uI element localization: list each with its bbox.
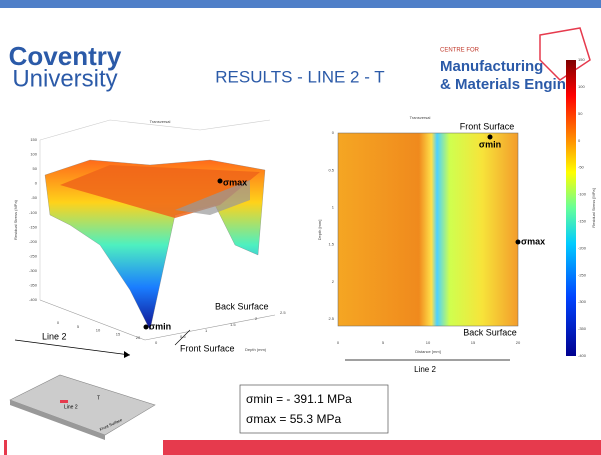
surface-line-label: Line 2 <box>42 331 67 341</box>
heatmap-y-tick: 0.5 <box>328 167 334 172</box>
surface-y-tick: -200 <box>29 239 38 244</box>
heatmap-x-tick: 0 <box>337 340 340 345</box>
heatmap-x-tick: 10 <box>426 340 431 345</box>
surface-y-tick: -350 <box>29 283 38 288</box>
surface-depth-tick: 1.5 <box>230 322 236 327</box>
surface-front-label: Front Surface <box>180 343 235 353</box>
colorbar-tick: 0 <box>578 138 581 143</box>
heatmap-back-label: Back Surface <box>463 327 517 337</box>
colorbar-tick: 150 <box>578 57 585 62</box>
heatmap-max-label: σmax <box>521 236 545 246</box>
top-bar <box>0 0 601 8</box>
heatmap-y-tick: 1.5 <box>328 242 334 247</box>
heatmap-min-label: σmin <box>479 139 501 149</box>
surface-max-label: σmax <box>223 177 247 187</box>
surface-x-tick: 0 <box>57 320 60 325</box>
slide: Coventry University RESULTS - LINE 2 - T… <box>0 0 601 455</box>
colorbar-tick: 50 <box>578 111 583 116</box>
surface-depth-tick: 2.5 <box>280 310 286 315</box>
heatmap-y-tick: 2.5 <box>328 316 334 321</box>
heatmap-front-label: Front Surface <box>460 121 515 131</box>
logo-university: University <box>12 65 117 92</box>
surface-depth-tick: 0.5 <box>180 334 186 339</box>
colorbar-tick: -350 <box>578 326 587 331</box>
specimen-line: Line 2 <box>64 404 78 410</box>
colorbar-tick: -300 <box>578 299 587 304</box>
centre-label: CENTRE FOR <box>440 48 480 54</box>
colorbar-tick: 100 <box>578 84 585 89</box>
logo-shape <box>540 28 590 80</box>
surface-min-label: σmin <box>149 321 171 331</box>
surface-y-tick: -100 <box>29 210 38 215</box>
colorbar-tick: -200 <box>578 245 587 250</box>
colorbar-label: Residual Stress [MPa] <box>591 188 596 228</box>
heatmap-y-tick: 1 <box>332 204 335 209</box>
colorbar-tick: -400 <box>578 353 587 358</box>
heatmap-y-tick: 2 <box>332 279 335 284</box>
specimen-t: T <box>97 395 100 401</box>
colorbar-tick: -100 <box>578 192 587 197</box>
surface-depth-tick: 0 <box>155 340 158 345</box>
surface-y-tick: 50 <box>33 166 38 171</box>
surface-x-tick: 10 <box>96 328 101 333</box>
specimen <box>10 375 155 435</box>
heatmap-line-label: Line 2 <box>414 365 436 374</box>
colorbar-tick: -150 <box>578 219 587 224</box>
surface-depth-tick: 1 <box>205 328 208 333</box>
surface-y-tick: -250 <box>29 253 38 258</box>
surface-plot <box>15 120 275 358</box>
surface-x-tick: 15 <box>116 331 121 336</box>
surface-x-tick: 20 <box>136 335 141 340</box>
slide-title: RESULTS - LINE 2 - T <box>215 67 384 86</box>
heatmap <box>338 133 518 326</box>
colorbar-tick: -250 <box>578 272 587 277</box>
surface-y-tick: -150 <box>29 224 38 229</box>
heatmap-x-label: Distance [mm] <box>415 349 441 354</box>
heatmap-x-tick: 5 <box>382 340 385 345</box>
surface-back-label: Back Surface <box>215 301 269 311</box>
heatmap-x-tick: 15 <box>471 340 476 345</box>
surface-y-tick: 150 <box>30 137 37 142</box>
colorbar <box>566 60 576 356</box>
centre-name-1: Manufacturing <box>440 58 543 75</box>
bottom-strip <box>4 440 7 455</box>
surface-depth-label: Depth (mm) <box>245 347 267 352</box>
heatmap-title: Transversal <box>410 115 431 120</box>
result-max: σmax = 55.3 MPa <box>246 412 341 426</box>
surface-y-tick: -50 <box>31 195 38 200</box>
heatmap-y-label: Depth [mm] <box>317 220 322 241</box>
heatmap-x-tick: 20 <box>516 340 521 345</box>
surface-y-label: Residual Stress (MPa) <box>13 199 18 240</box>
surface-y-tick: -300 <box>29 268 38 273</box>
surface-y-tick: 0 <box>35 181 38 186</box>
surface-y-tick: 100 <box>30 152 37 157</box>
surface-title: Transversal <box>150 119 171 124</box>
centre-name-2: & Materials Engin <box>440 76 566 93</box>
surface-y-tick: -400 <box>29 297 38 302</box>
surface-x-tick: 5 <box>77 324 80 329</box>
result-min: σmin = - 391.1 MPa <box>246 392 352 406</box>
heatmap-y-tick: 0 <box>332 130 335 135</box>
colorbar-tick: -50 <box>578 165 585 170</box>
bottom-bar <box>163 440 601 455</box>
